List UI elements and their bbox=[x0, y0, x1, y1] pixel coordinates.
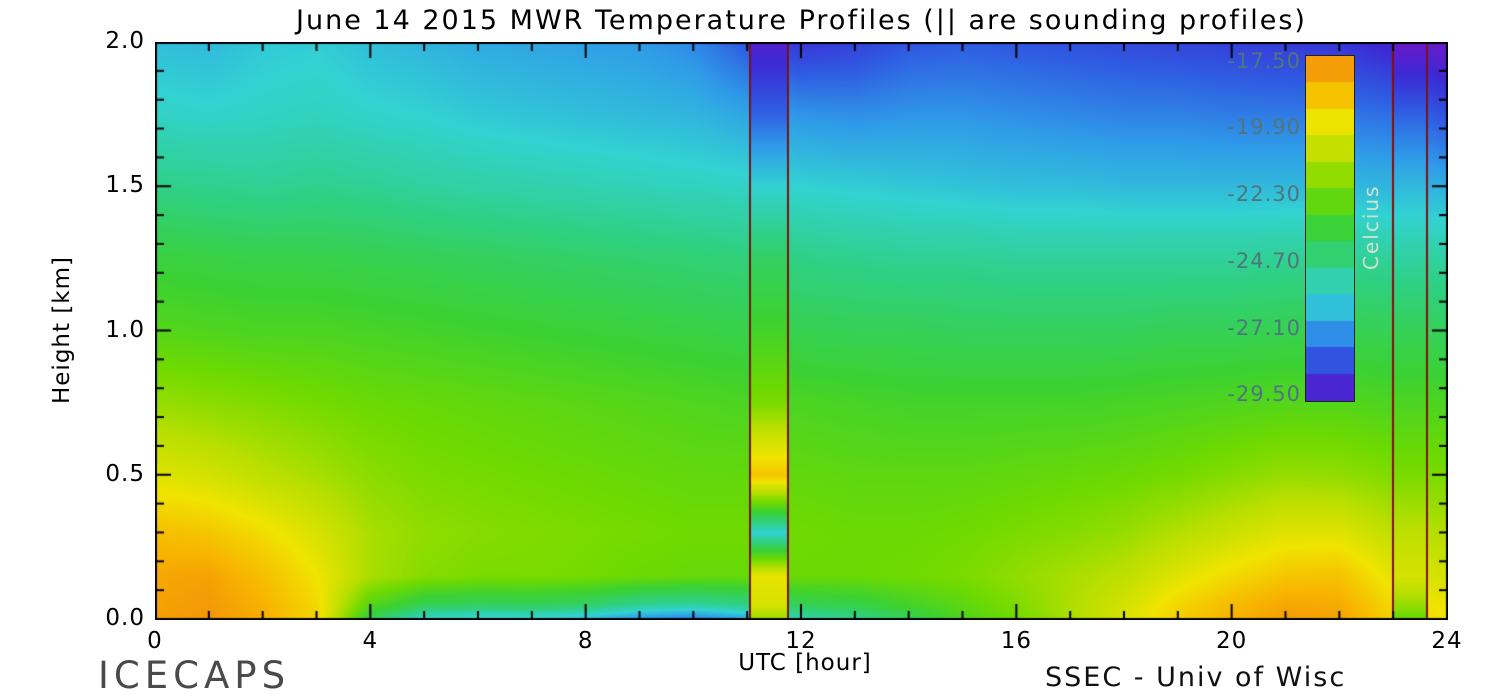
project-label: ICECAPS bbox=[98, 654, 291, 697]
colorbar-tick-label: -27.10 bbox=[1227, 315, 1301, 340]
x-tick-label: 16 bbox=[1000, 628, 1032, 654]
colorbar-tick-label: -24.70 bbox=[1227, 248, 1301, 273]
x-tick-label: 8 bbox=[577, 628, 594, 654]
y-tick-label: 0.0 bbox=[105, 605, 145, 631]
heatmap-canvas bbox=[155, 42, 1448, 620]
y-tick-label: 2.0 bbox=[105, 28, 145, 54]
y-tick-label: 0.5 bbox=[105, 460, 145, 487]
colorbar-tick-label: -29.50 bbox=[1227, 382, 1301, 407]
credit-label: SSEC - Univ of Wisc bbox=[1045, 662, 1347, 693]
plot-area: Celcius -17.50 -19.90 -22.30 -24.70 -27.10 -2… bbox=[155, 42, 1448, 620]
y-tick-label: 1.0 bbox=[105, 316, 145, 343]
x-tick-label: 12 bbox=[785, 628, 817, 654]
colorbar-unit-label: Celcius bbox=[1359, 184, 1383, 271]
colorbar-tick-label: -19.90 bbox=[1227, 115, 1301, 140]
x-tick-label: 4 bbox=[362, 628, 379, 654]
x-axis-label: UTC [hour] bbox=[738, 650, 872, 676]
x-tick-label: 0 bbox=[147, 628, 163, 654]
colorbar-tick-label: -17.50 bbox=[1227, 48, 1301, 73]
x-tick-label: 20 bbox=[1216, 628, 1248, 654]
chart-title: June 14 2015 MWR Temperature Profiles (|… bbox=[296, 5, 1307, 36]
y-tick-label: 1.5 bbox=[105, 172, 145, 199]
colorbar-tick-label: -22.30 bbox=[1227, 182, 1301, 207]
x-tick-label: 24 bbox=[1431, 628, 1463, 654]
colorbar bbox=[1305, 55, 1355, 402]
